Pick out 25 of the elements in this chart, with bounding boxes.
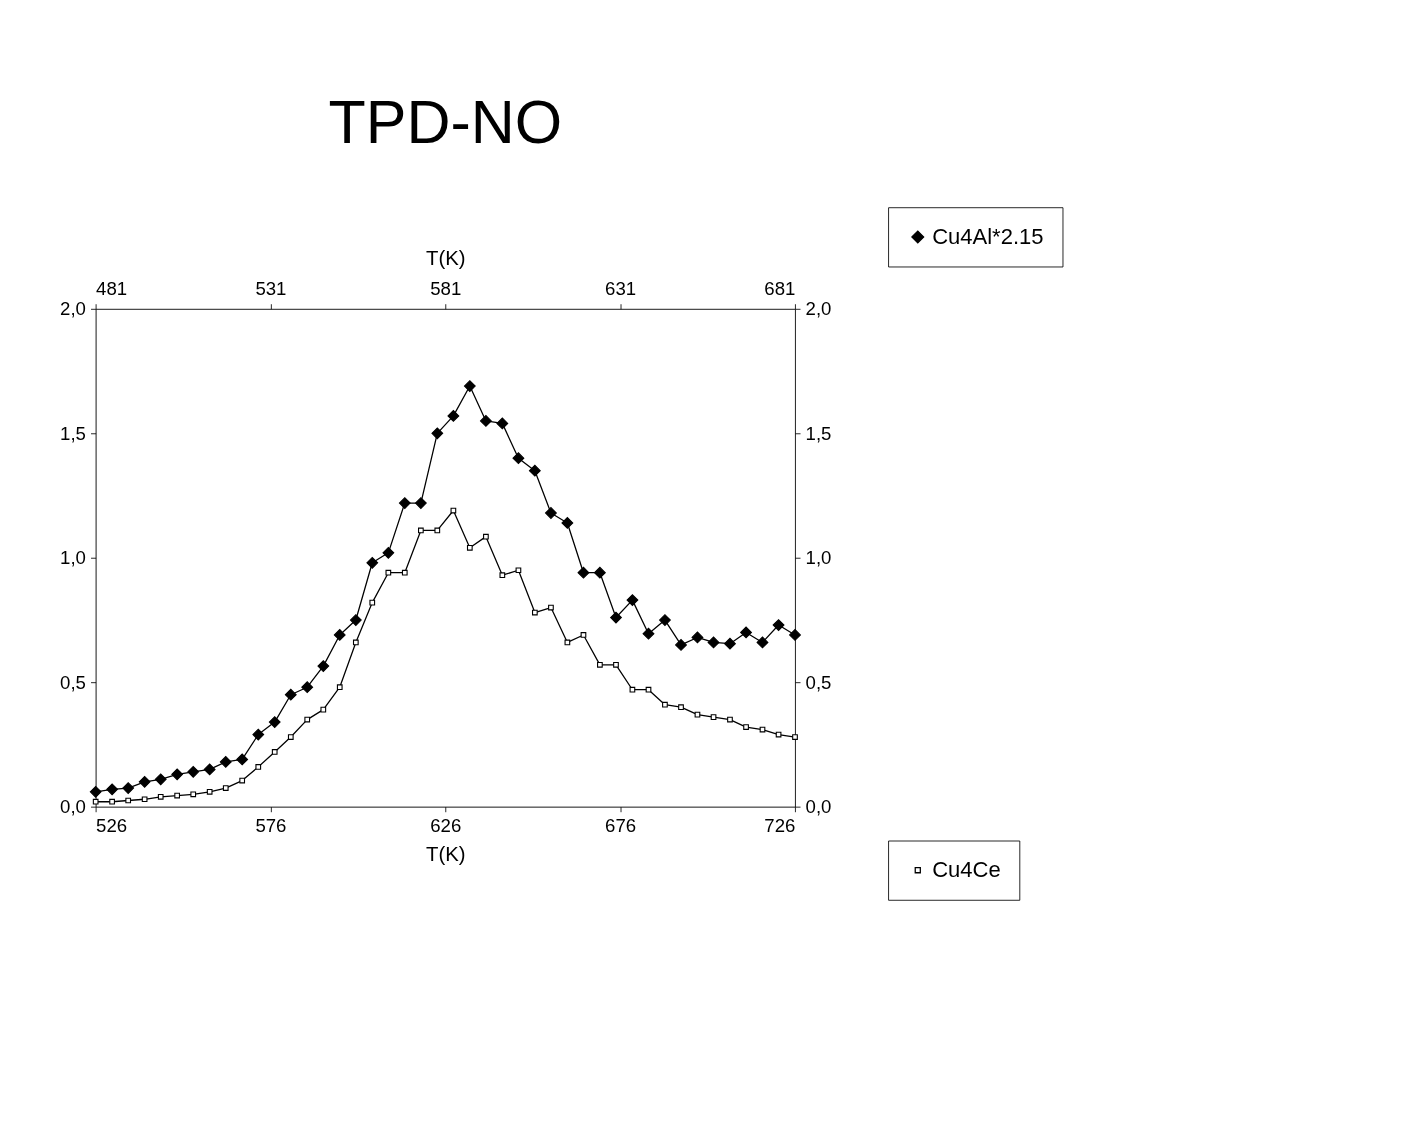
x2-tick-label: 631: [605, 277, 637, 299]
x-tick-label: 676: [605, 814, 637, 836]
chart-title: TPD-NO: [328, 88, 563, 157]
legend-label: Cu4Ce: [932, 856, 1001, 882]
x-tick-label: 576: [255, 814, 287, 836]
x2-tick-label: 681: [764, 277, 796, 299]
y2-tick-label: 0,0: [805, 796, 832, 818]
x-tick-label: 526: [96, 814, 128, 836]
y-tick-label: 1,5: [60, 422, 86, 444]
legend-label: Cu4Al*2.15: [932, 223, 1044, 249]
x-tick-label: 626: [430, 814, 462, 836]
x-tick-label: 726: [764, 814, 796, 836]
y-tick-label: 0,0: [60, 796, 86, 818]
y2-tick-label: 0,5: [805, 671, 832, 693]
y2-tick-label: 1,0: [805, 547, 832, 569]
y-tick-label: 1,0: [60, 547, 86, 569]
x2-axis-title: T(K): [426, 247, 466, 270]
x-axis-title: T(K): [426, 843, 466, 866]
y2-tick-label: 1,5: [805, 422, 832, 444]
y2-tick-label: 2,0: [805, 298, 832, 320]
x2-tick-label: 481: [96, 277, 128, 299]
x2-tick-label: 581: [430, 277, 462, 299]
x2-tick-label: 531: [255, 277, 287, 299]
y-tick-label: 2,0: [60, 298, 86, 320]
y-tick-label: 0,5: [60, 671, 86, 693]
